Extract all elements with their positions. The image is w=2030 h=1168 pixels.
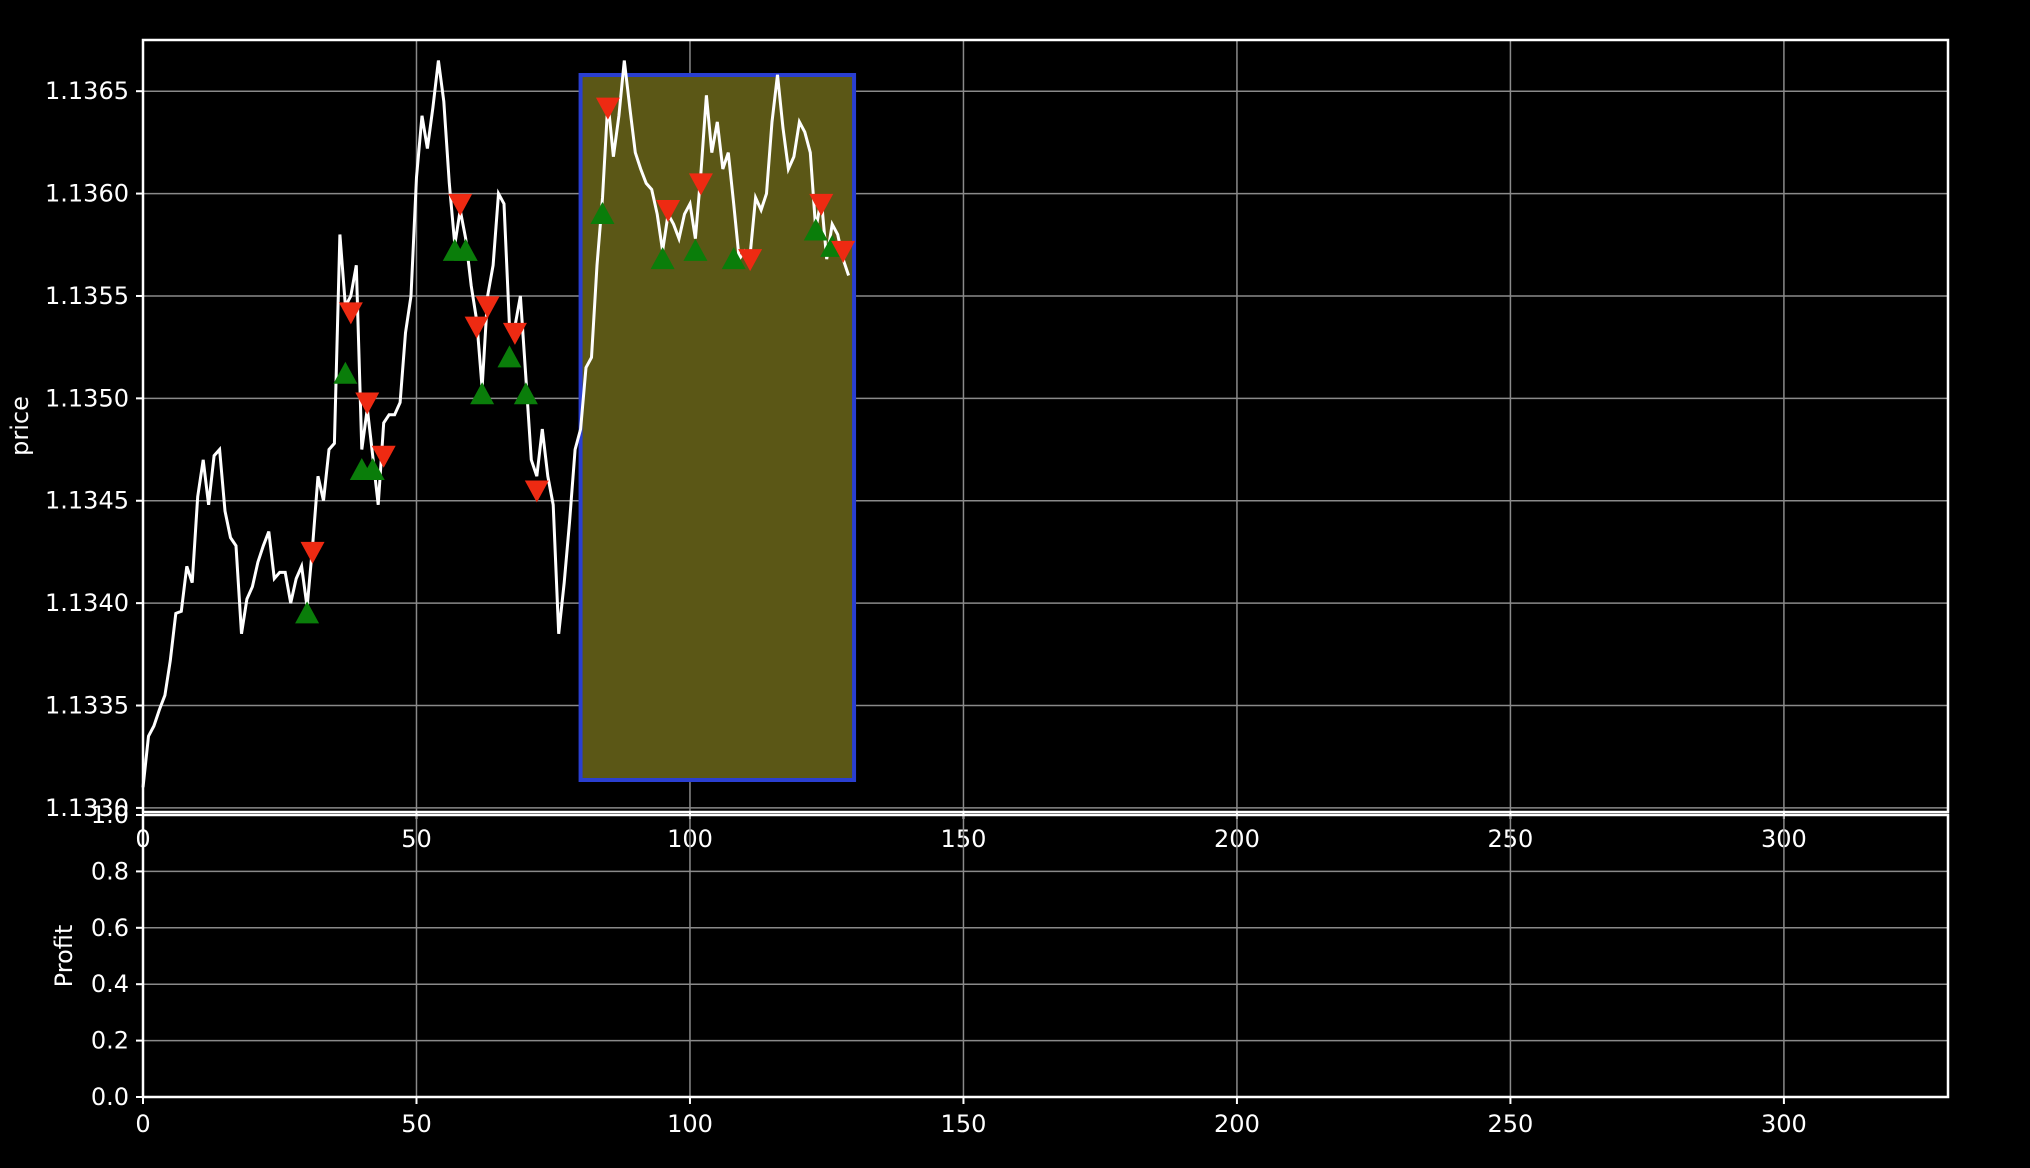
price-y-tick-label: 1.1355 <box>45 282 129 310</box>
profit-y-tick-label: 0.0 <box>91 1083 129 1111</box>
price-axis-label: price <box>6 396 34 456</box>
buy-marker <box>650 247 675 270</box>
sell-marker <box>338 302 363 325</box>
sell-marker <box>355 392 380 415</box>
price-line <box>141 60 851 788</box>
buy-marker <box>513 382 538 405</box>
price-y-tick-label: 1.1345 <box>45 487 129 515</box>
sell-marker <box>371 445 396 468</box>
buy-marker <box>721 247 746 270</box>
sell-marker <box>688 173 713 196</box>
sell-marker <box>524 480 549 503</box>
profit-x-tick-labels: 0 50 100 150 200 250 300 <box>135 1097 1807 1138</box>
buy-marker <box>803 218 828 241</box>
sell-marker <box>738 249 763 272</box>
buy-marker <box>295 601 320 624</box>
sell-marker <box>656 199 681 222</box>
sell-marker <box>464 316 489 339</box>
profit-x-tick-label: 250 <box>1488 1110 1534 1138</box>
buy-marker <box>360 458 385 481</box>
profit-x-tick-label: 300 <box>1761 1110 1807 1138</box>
sell-marker <box>831 240 856 263</box>
buy-marker <box>453 238 478 261</box>
buy-markers <box>295 202 845 624</box>
profit-panel-frame <box>141 813 1950 1099</box>
profit-x-tick-label: 150 <box>941 1110 987 1138</box>
buy-marker <box>497 345 522 368</box>
sell-markers <box>300 97 856 564</box>
profit-y-tick-label: 0.2 <box>91 1027 129 1055</box>
sell-marker <box>475 296 500 319</box>
profit-axis-label: Profit <box>50 925 78 988</box>
price-y-tick-labels: 1.1330 1.1335 1.1340 1.1345 1.1350 1.1355 1.13… <box>45 77 143 822</box>
highlight-window <box>578 73 857 782</box>
profit-y-tick-label: 0.8 <box>91 857 129 885</box>
price-y-tick-label: 1.1330 <box>45 794 129 822</box>
profit-y-tick-label: 0.6 <box>91 914 129 942</box>
price-y-tick-label: 1.1365 <box>45 77 129 105</box>
buy-marker <box>683 238 708 261</box>
price-y-tick-label: 1.1335 <box>45 692 129 720</box>
profit-y-tick-label: 1.0 <box>91 801 129 829</box>
sell-marker <box>809 193 834 216</box>
profit-x-tick-label: 100 <box>667 1110 713 1138</box>
price-y-tick-label: 1.1360 <box>45 180 129 208</box>
buy-marker <box>333 361 358 384</box>
sell-marker <box>300 541 325 564</box>
price-y-tick-label: 1.1350 <box>45 384 129 412</box>
price-y-tick-label: 1.1340 <box>45 589 129 617</box>
profit-y-tick-label: 0.4 <box>91 970 129 998</box>
price-panel: 1.1330 1.1335 1.1340 1.1345 1.1350 1.1355 1.13… <box>6 38 1950 853</box>
profit-panel: 0.0 0.2 0.4 0.6 0.8 1.0 0 50 100 150 200 250 300 Pr… <box>50 801 1950 1138</box>
sell-marker <box>502 322 527 345</box>
profit-x-tick-label: 200 <box>1214 1110 1260 1138</box>
profit-y-tick-labels: 0.0 0.2 0.4 0.6 0.8 1.0 <box>91 801 143 1111</box>
sell-marker <box>595 97 620 120</box>
profit-x-tick-label: 50 <box>401 1110 432 1138</box>
buy-marker <box>590 202 615 225</box>
buy-marker <box>470 382 495 405</box>
price-panel-frame <box>141 38 1950 814</box>
profit-x-tick-label: 0 <box>135 1110 150 1138</box>
sell-marker <box>448 193 473 216</box>
